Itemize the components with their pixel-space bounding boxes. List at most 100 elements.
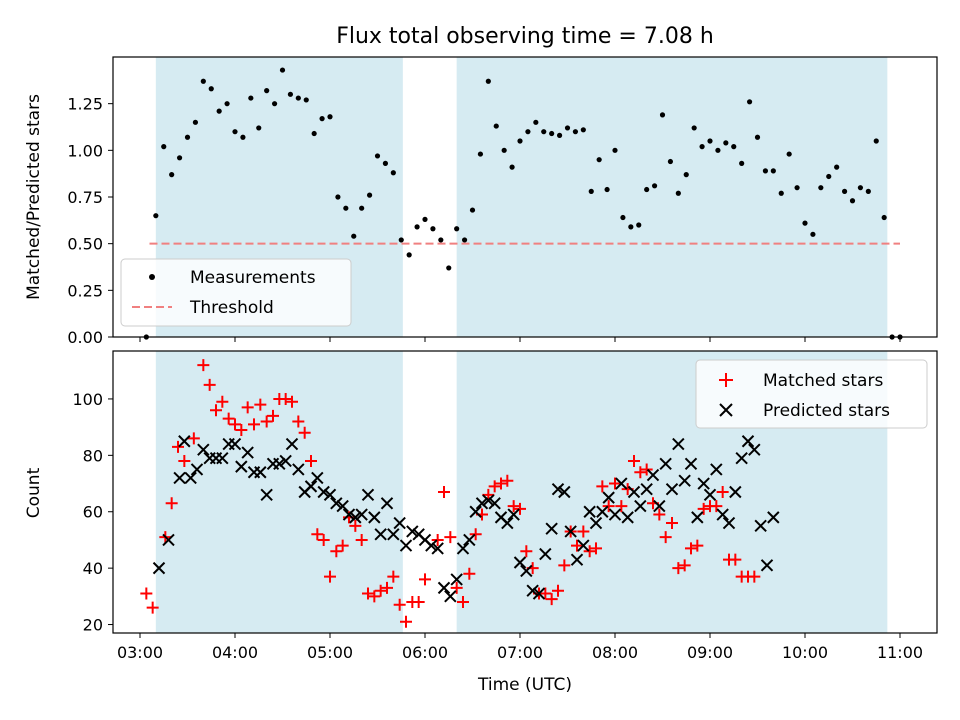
bottom-legend-box [695, 359, 928, 429]
matched-star-point [678, 559, 691, 572]
matched-star-point [330, 545, 343, 558]
measurement-point [818, 185, 824, 191]
measurement-point [881, 214, 887, 221]
y-tick-label: 40 [83, 559, 103, 578]
predicted-star-point [672, 437, 685, 451]
bottom-legend: Matched stars Predicted stars [695, 359, 928, 429]
predicted-star-point [431, 542, 444, 555]
x-tick-label: 11:00 [877, 643, 923, 662]
matched-star-point [368, 590, 381, 603]
predicted-star-point [475, 497, 489, 510]
predicted-star-point [678, 474, 691, 487]
predicted-star-point [463, 533, 476, 547]
measurement-point [169, 172, 175, 178]
measurement-point [216, 108, 222, 114]
predicted-star-point [162, 533, 175, 547]
matched-star-point [187, 432, 200, 445]
predicted-star-point [748, 443, 761, 456]
predicted-star-point [456, 542, 470, 555]
predicted-star-point [513, 556, 527, 569]
matched-star-point [659, 531, 672, 544]
matched-star-point [317, 533, 330, 546]
predicted-star-point [380, 497, 394, 510]
matched-star-point [381, 581, 393, 594]
matched-star-point [362, 587, 374, 600]
matched-star-point [393, 598, 406, 611]
measurement-point [501, 147, 507, 153]
predicted-star-point [691, 511, 704, 524]
predicted-star-point [437, 581, 451, 595]
matched-star-point [577, 525, 590, 538]
predicted-star-point [501, 516, 514, 530]
predicted-star-point [539, 547, 552, 561]
predicted-star-point [627, 485, 641, 499]
y-tick-label: 0.25 [67, 281, 103, 300]
measurement-point [319, 116, 325, 122]
measurement-point [208, 86, 214, 92]
matched-star-point [324, 570, 336, 583]
legend-measurements-marker [149, 274, 155, 280]
measurement-point [556, 132, 563, 138]
predicted-star-point [406, 525, 419, 538]
predicted-star-point [152, 561, 166, 575]
measurement-point [533, 119, 539, 125]
measurement-point [810, 231, 816, 237]
top-chart-title: Flux total observing time = 7.08 h [336, 24, 714, 49]
measurement-point [374, 153, 381, 159]
bottom-axes-frame [112, 350, 938, 634]
matched-star-point [716, 486, 729, 498]
predicted-star-point [570, 553, 584, 566]
measurement-point [192, 119, 199, 125]
x-tick-label: 08:00 [592, 643, 638, 662]
measurement-point [248, 95, 254, 101]
measurement-point [667, 158, 674, 165]
predicted-star-point [260, 488, 273, 502]
predicted-star-point [735, 451, 748, 465]
x-tick-label: 06:00 [402, 643, 448, 662]
predicted-star-point [602, 491, 615, 504]
measurement-point [517, 138, 523, 144]
predicted-star-point [355, 508, 368, 521]
measurement-point [723, 140, 729, 146]
matched-star-point [203, 378, 216, 391]
measurement-point [541, 129, 547, 135]
matched-star-point [672, 562, 685, 575]
matched-star-point [729, 553, 742, 566]
measurement-point [461, 237, 468, 243]
matched-star-point [292, 415, 305, 428]
measurement-point [240, 134, 246, 140]
x-tick-label: 04:00 [212, 643, 258, 662]
predicted-star-point [741, 435, 755, 448]
matched-star-point [748, 570, 761, 583]
predicted-star-point [564, 525, 577, 538]
matched-star-point [305, 454, 317, 467]
measurement-point [200, 78, 206, 84]
matched-star-point [197, 359, 210, 372]
top-legend: Measurements Threshold [120, 258, 352, 327]
predicted-star-point [361, 488, 375, 502]
measurement-point [232, 129, 238, 135]
measurement-point [794, 185, 800, 191]
measurement-point [454, 226, 460, 232]
top-observing-windows [155, 57, 888, 337]
matched-star-point [210, 404, 222, 417]
predicted-star-point [197, 443, 210, 456]
predicted-star-point [621, 511, 634, 524]
matched-star-point [165, 497, 178, 510]
matched-star-point [507, 500, 520, 513]
matched-star-point [463, 567, 476, 580]
matched-star-point [590, 542, 602, 555]
y-tick-label: 60 [83, 503, 103, 522]
predicted-star-point [767, 511, 780, 524]
predicted-star-point [577, 539, 590, 552]
y-tick-label: 20 [83, 616, 103, 635]
measurement-point [430, 226, 436, 232]
measurement-point [849, 198, 856, 204]
measurement-point [549, 130, 555, 137]
matched-star-point [685, 542, 697, 555]
predicted-star-point [241, 446, 254, 459]
top-x-ticks [139, 337, 901, 342]
predicted-star-point [640, 482, 653, 496]
predicted-star-point [608, 508, 622, 521]
measurement-point [311, 130, 317, 137]
